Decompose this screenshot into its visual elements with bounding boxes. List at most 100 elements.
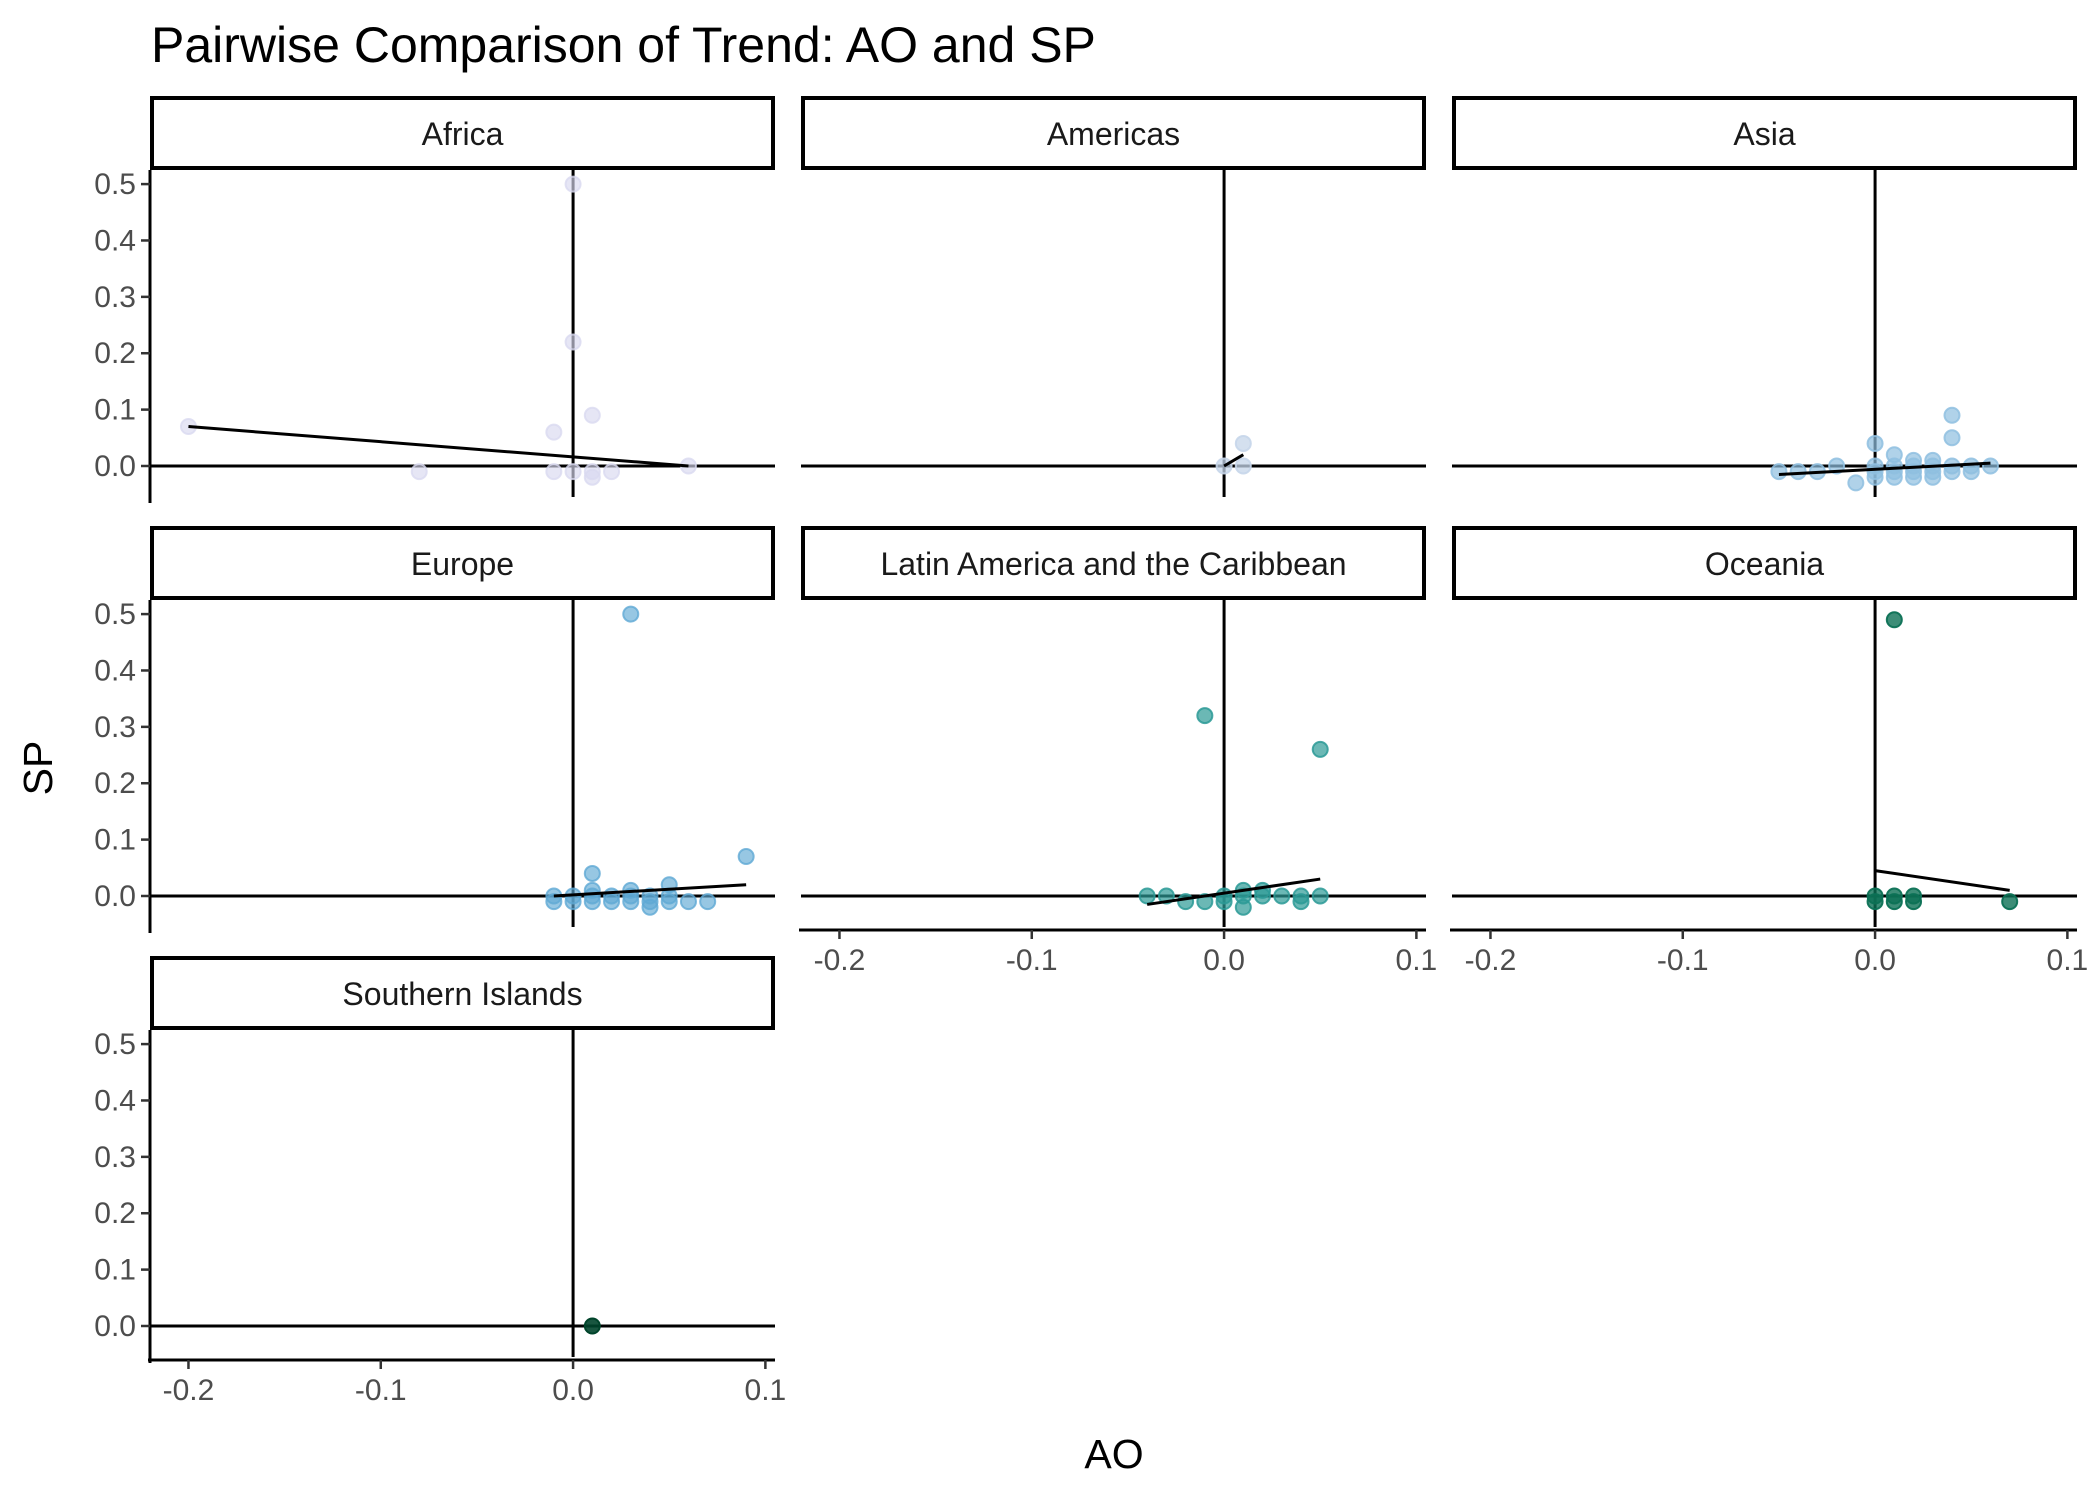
data-point bbox=[1311, 887, 1329, 905]
data-point bbox=[1905, 893, 1923, 911]
data-point bbox=[1789, 463, 1807, 481]
x-tick-label: 0.0 bbox=[552, 1374, 594, 1407]
x-tick-label: 0.1 bbox=[2047, 944, 2089, 977]
data-point bbox=[1234, 457, 1252, 475]
data-point bbox=[1943, 406, 1961, 424]
facet-panel-southern-islands: Southern Islands 0.0 0.1 0.2 0.3 0.4 0.5 -0.2 -0… bbox=[94, 956, 787, 1407]
x-tick-label: 0.1 bbox=[745, 1374, 787, 1407]
trend-line bbox=[1146, 877, 1321, 906]
y-tick-label: 0.3 bbox=[94, 1141, 136, 1174]
data-point bbox=[1885, 463, 1903, 481]
data-point bbox=[1962, 463, 1980, 481]
facet-strip bbox=[1452, 526, 2077, 600]
y-tick-label: 0.4 bbox=[94, 1084, 136, 1117]
data-point bbox=[1215, 893, 1233, 911]
facet-panel-asia: Asia bbox=[1452, 96, 2077, 497]
facet-strip bbox=[150, 956, 775, 1030]
data-point bbox=[641, 898, 659, 916]
y-tick-label: 0.5 bbox=[94, 598, 136, 631]
data-point bbox=[1196, 707, 1214, 725]
facet-strip bbox=[150, 96, 775, 170]
x-tick-label: -0.1 bbox=[1006, 944, 1058, 977]
trend-line bbox=[1778, 461, 1991, 476]
facet-strip-label: Asia bbox=[1733, 116, 1795, 152]
y-tick-label: 0.4 bbox=[94, 224, 136, 257]
facet-strip bbox=[150, 526, 775, 600]
data-point bbox=[622, 605, 640, 623]
facet-strip-label: Americas bbox=[1047, 116, 1180, 152]
x-tick-label: -0.2 bbox=[1465, 944, 1517, 977]
y-tick-label: 0.1 bbox=[94, 824, 136, 857]
data-point bbox=[1273, 887, 1291, 905]
facet-panel-oceania: Oceania -0.2 -0.1 0.0 0.1 bbox=[1450, 526, 2089, 977]
trend-line bbox=[188, 425, 689, 468]
data-point bbox=[1177, 893, 1195, 911]
facet-panel-americas: Americas bbox=[801, 96, 1426, 497]
data-point bbox=[603, 463, 621, 481]
x-tick-label: 0.1 bbox=[1396, 944, 1438, 977]
data-point bbox=[737, 848, 755, 866]
data-point bbox=[1885, 893, 1903, 911]
x-tick-label: -0.2 bbox=[163, 1374, 215, 1407]
facet-strip-label: Europe bbox=[411, 546, 514, 582]
panels-layer: Africa 0.0 0.1 0.2 0.3 0.4 0.5 Americas Asia Euro… bbox=[94, 96, 2089, 1407]
facet-strip bbox=[801, 96, 1426, 170]
data-point bbox=[583, 406, 601, 424]
y-tick-label: 0.0 bbox=[94, 1310, 136, 1343]
data-point bbox=[1885, 611, 1903, 629]
y-tick-label: 0.0 bbox=[94, 450, 136, 483]
data-point bbox=[1847, 474, 1865, 492]
data-point bbox=[1254, 887, 1272, 905]
data-point bbox=[545, 463, 563, 481]
data-point bbox=[1866, 463, 1884, 481]
data-point bbox=[583, 893, 601, 911]
x-axis-title: AO bbox=[1084, 1431, 1143, 1477]
data-point bbox=[2001, 893, 2019, 911]
trend-line bbox=[1223, 453, 1245, 468]
y-tick-label: 0.0 bbox=[94, 880, 136, 913]
x-tick-label: -0.1 bbox=[355, 1374, 407, 1407]
facet-strip-label: Africa bbox=[422, 116, 504, 152]
y-tick-label: 0.5 bbox=[94, 1028, 136, 1061]
data-point bbox=[564, 463, 582, 481]
y-tick-label: 0.3 bbox=[94, 711, 136, 744]
facet-strip bbox=[1452, 96, 2077, 170]
data-point bbox=[622, 893, 640, 911]
facet-strip-label: Southern Islands bbox=[342, 976, 582, 1012]
x-tick-label: -0.1 bbox=[1657, 944, 1709, 977]
data-point bbox=[564, 175, 582, 193]
facet-panel-africa: Africa 0.0 0.1 0.2 0.3 0.4 0.5 bbox=[94, 96, 775, 503]
data-point bbox=[699, 893, 717, 911]
data-point bbox=[1981, 457, 1999, 475]
y-tick-label: 0.2 bbox=[94, 767, 136, 800]
y-axis-title: SP bbox=[15, 741, 61, 796]
x-tick-label: -0.2 bbox=[814, 944, 866, 977]
data-point bbox=[1234, 434, 1252, 452]
data-point bbox=[583, 864, 601, 882]
data-point bbox=[564, 333, 582, 351]
y-tick-label: 0.1 bbox=[94, 394, 136, 427]
y-tick-label: 0.2 bbox=[94, 337, 136, 370]
data-point bbox=[1311, 740, 1329, 758]
data-point bbox=[1292, 893, 1310, 911]
data-point bbox=[583, 463, 601, 481]
facet-strip-label: Latin America and the Caribbean bbox=[880, 546, 1346, 582]
y-tick-label: 0.3 bbox=[94, 281, 136, 314]
data-point bbox=[679, 893, 697, 911]
data-point bbox=[545, 893, 563, 911]
x-tick-label: 0.0 bbox=[1203, 944, 1245, 977]
data-point bbox=[1138, 887, 1156, 905]
y-tick-label: 0.1 bbox=[94, 1254, 136, 1287]
facet-panel-europe: Europe 0.0 0.1 0.2 0.3 0.4 0.5 bbox=[94, 526, 775, 933]
x-tick-label: 0.0 bbox=[1854, 944, 1896, 977]
y-tick-label: 0.4 bbox=[94, 654, 136, 687]
trend-line bbox=[1874, 869, 2010, 892]
data-point bbox=[660, 893, 678, 911]
data-point bbox=[410, 463, 428, 481]
y-tick-label: 0.5 bbox=[94, 168, 136, 201]
trend-line bbox=[553, 883, 747, 898]
y-tick-label: 0.2 bbox=[94, 1197, 136, 1230]
facet-strip-label: Oceania bbox=[1705, 546, 1824, 582]
